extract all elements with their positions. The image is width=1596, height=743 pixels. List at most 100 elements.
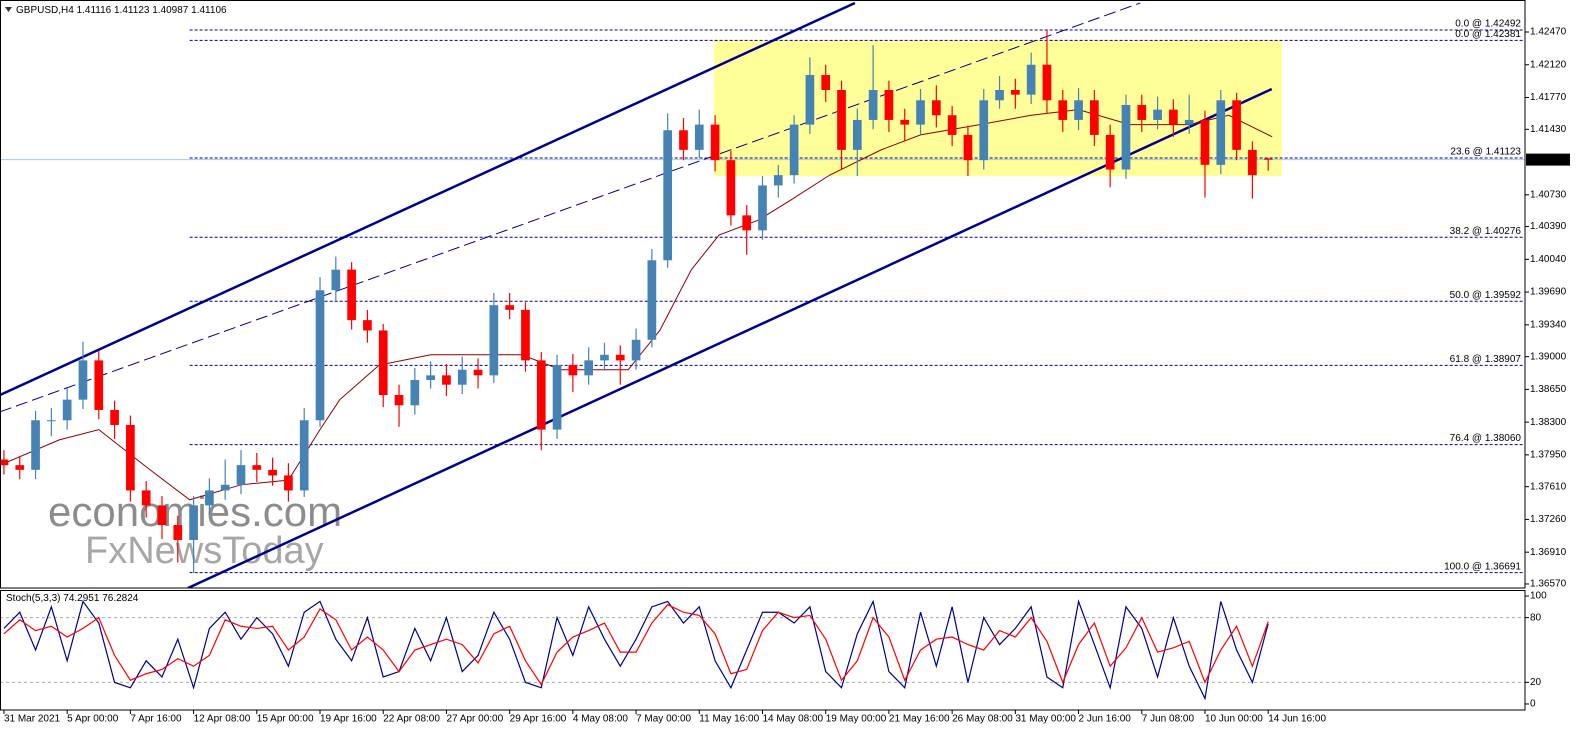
watermark: FxNewsToday (85, 530, 324, 572)
candle-body (647, 260, 657, 340)
candle-body (1011, 90, 1020, 95)
candle-body (521, 309, 530, 361)
y-tick-label: 0 (1530, 699, 1536, 710)
candle-body (78, 360, 88, 400)
candle-body (62, 399, 72, 421)
fib-label: 0.0 @ 1.42381 (1455, 29, 1521, 40)
axes: GBPUSD,H4 1.41116 1.41123 1.40987 1.4110… (0, 0, 1570, 725)
candle-body (868, 90, 878, 120)
x-tick-label: 14 Jun 16:00 (1268, 714, 1326, 725)
candle-body (631, 339, 641, 361)
candle-body (173, 525, 183, 541)
candle-body (426, 375, 435, 381)
candle-body (758, 185, 767, 231)
x-tick-label: 11 May 16:00 (699, 714, 759, 725)
candle-body (1263, 158, 1273, 160)
stoch-signal-value: 76.2824 (102, 593, 139, 604)
candle-body (205, 490, 214, 506)
candle-body (457, 369, 467, 385)
candle-body (1121, 104, 1131, 170)
fib-label: 50.0 @ 1.39592 (1450, 290, 1522, 301)
price-frame (0, 0, 1526, 589)
candle-body (663, 130, 673, 261)
candle-body (31, 420, 40, 470)
candle-body (584, 360, 594, 376)
candle-body (995, 90, 1004, 101)
candle-body (789, 124, 799, 176)
y-tick-label: 100 (1530, 591, 1547, 602)
candle-body (726, 160, 736, 216)
candle-body (220, 484, 230, 491)
x-tick-label: 31 Mar 2021 (4, 714, 61, 725)
candle-body (1184, 119, 1194, 125)
x-tick-label: 5 Apr 00:00 (67, 714, 119, 725)
candle-body (331, 269, 341, 291)
x-tick-label: 21 May 16:00 (889, 714, 950, 725)
candle-body (236, 465, 246, 485)
x-tick-label: 10 Jun 00:00 (1205, 714, 1263, 725)
candle-body (821, 75, 831, 91)
candle-body (805, 75, 815, 125)
y-tick-label: 1.38300 (1530, 417, 1567, 428)
x-tick-label: 7 Apr 16:00 (130, 714, 182, 725)
price-box-label: 1.41106 (1530, 154, 1566, 165)
stoch-line (3, 603, 1269, 686)
x-tick-label: 29 Apr 16:00 (510, 714, 567, 725)
candle-body (1074, 100, 1083, 120)
candle-body (1153, 109, 1162, 120)
stoch-title: Stoch(5,3,3) 74.2951 76.2824 (6, 593, 139, 604)
stoch-pane (0, 599, 1525, 701)
candle-body (710, 124, 720, 161)
x-tick-label: 27 Apr 00:00 (446, 714, 503, 725)
y-tick-label: 1.39340 (1530, 319, 1567, 330)
candle-body (110, 409, 119, 425)
fib-label: 100.0 @ 1.36691 (1444, 561, 1521, 572)
candle-body (1042, 64, 1052, 101)
y-tick-label: 1.40730 (1530, 189, 1567, 200)
candle-body (378, 330, 388, 395)
candle-body (979, 100, 989, 161)
x-tick-label: 26 May 08:00 (952, 714, 1013, 725)
candle-body (931, 100, 941, 116)
candle-body (284, 475, 293, 491)
x-tick-label: 22 Apr 08:00 (383, 714, 440, 725)
candle-body (1105, 134, 1115, 170)
x-tick-label: 19 Apr 16:00 (320, 714, 377, 725)
y-tick-label: 20 (1530, 677, 1542, 688)
indicator-name: Stoch(5,3,3) (6, 593, 60, 604)
y-tick-label: 1.41770 (1530, 92, 1567, 103)
range-box (713, 40, 1283, 177)
candle-body (15, 465, 25, 470)
candle-body (1090, 100, 1099, 135)
candle-body (315, 290, 325, 421)
y-tick-label: 1.41430 (1530, 124, 1567, 135)
trend-line (0, 1, 856, 397)
x-tick-label: 19 May 00:00 (826, 714, 887, 725)
candle-body (742, 215, 752, 231)
candle-body (916, 100, 925, 125)
last-open: 1.41116 (77, 5, 112, 16)
candle-body (252, 465, 262, 470)
y-tick-label: 1.42120 (1530, 59, 1567, 70)
fib-label: 38.2 @ 1.40276 (1450, 226, 1522, 237)
candle-body (347, 269, 356, 321)
candle-body (536, 360, 546, 430)
x-tick-label: 15 Apr 00:00 (257, 714, 314, 725)
candle-body (363, 320, 372, 331)
stoch-line (3, 599, 1269, 701)
candle-body (94, 360, 104, 410)
last-close: 1.41106 (191, 5, 227, 16)
candle-body (947, 115, 957, 135)
y-tick-label: 1.40390 (1530, 221, 1567, 232)
candle-body (615, 354, 625, 361)
x-tick-label: 12 Apr 08:00 (194, 714, 251, 725)
candle-body (568, 365, 578, 376)
fib-label: 61.8 @ 1.38907 (1450, 354, 1522, 365)
candle-body (473, 369, 483, 376)
candle-body (852, 119, 862, 150)
trend-line (0, 2, 1141, 413)
y-tick-label: 1.40040 (1530, 254, 1567, 265)
y-tick-label: 1.37610 (1530, 481, 1567, 492)
x-tick-label: 2 Jun 16:00 (1079, 714, 1132, 725)
